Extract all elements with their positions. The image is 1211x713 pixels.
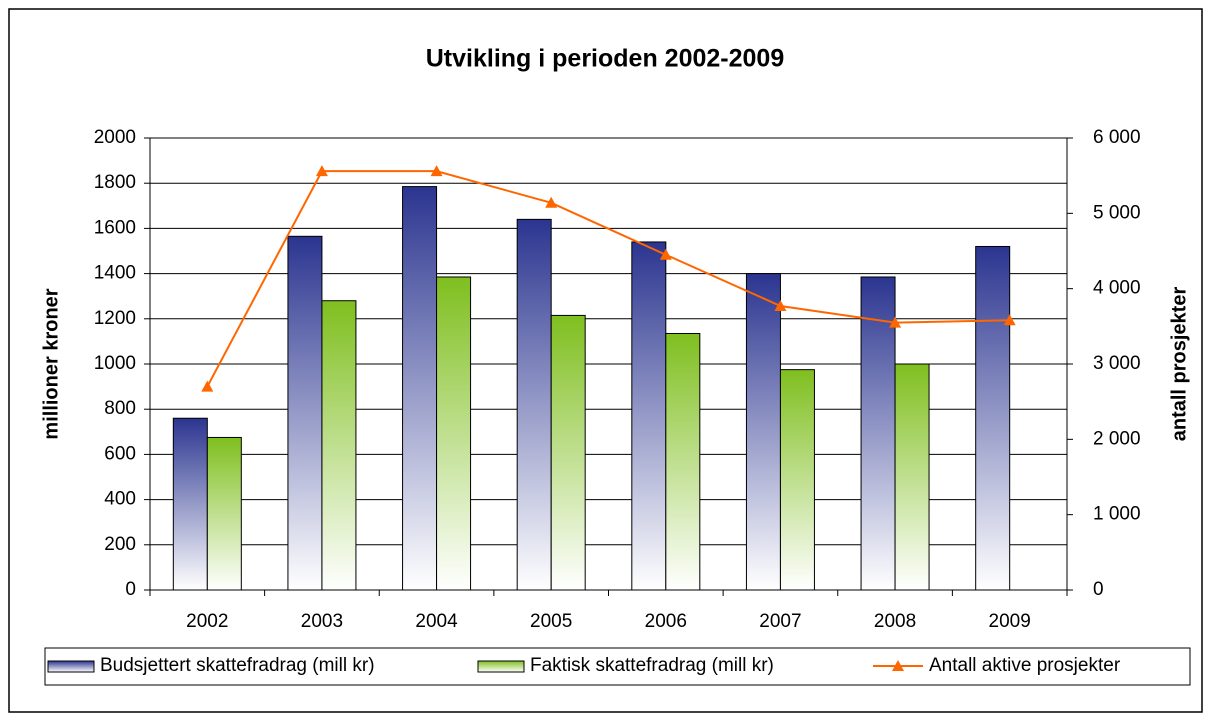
- legend-box: [44, 647, 1191, 686]
- y2-tick-label: 4 000: [1093, 278, 1141, 299]
- bar: [436, 276, 472, 591]
- bar: [631, 241, 667, 591]
- chart-title: Utvikling i perioden 2002-2009: [426, 45, 784, 73]
- bar: [779, 369, 815, 591]
- y2-axis-label: antall prosjekter: [1168, 287, 1190, 442]
- bar: [550, 314, 586, 591]
- y2-tick-label: 3 000: [1093, 353, 1141, 374]
- bar: [745, 273, 781, 591]
- line-marker: [889, 316, 902, 328]
- y2-tick-label: 5 000: [1093, 202, 1141, 223]
- legend-label: Budsjettert skattefradrag (mill kr): [100, 655, 375, 676]
- bar: [172, 417, 208, 591]
- y-tick-label: 1800: [94, 172, 136, 193]
- x-tick-label: 2006: [645, 611, 687, 632]
- legend-swatch: [477, 660, 525, 673]
- line-marker: [545, 196, 558, 208]
- bar: [894, 363, 930, 591]
- x-tick-label: 2008: [874, 611, 916, 632]
- bar: [516, 218, 552, 591]
- x-tick-label: 2004: [415, 611, 458, 632]
- chart-frame: [8, 8, 1203, 713]
- line-marker: [892, 660, 904, 671]
- y-tick-label: 1200: [94, 308, 136, 329]
- y-tick-label: 800: [104, 398, 136, 419]
- bar: [665, 332, 701, 591]
- y-tick-label: 1400: [94, 263, 136, 284]
- legend-swatch: [47, 660, 95, 673]
- x-tick-label: 2005: [530, 611, 572, 632]
- x-tick-label: 2002: [186, 611, 228, 632]
- bar: [975, 245, 1011, 591]
- line-marker: [201, 380, 214, 392]
- line-marker: [1003, 314, 1016, 326]
- y-tick-label: 1600: [94, 217, 136, 238]
- y-axis-label: millioner kroner: [40, 288, 62, 439]
- y2-tick-label: 1 000: [1093, 504, 1141, 525]
- y-tick-label: 1000: [94, 353, 136, 374]
- y-tick-label: 0: [125, 579, 136, 600]
- line-marker: [315, 165, 328, 177]
- x-tick-label: 2003: [301, 611, 343, 632]
- legend-label: Faktisk skattefradrag (mill kr): [530, 655, 774, 676]
- y-tick-label: 600: [104, 443, 136, 464]
- bar: [321, 300, 357, 591]
- line-marker: [430, 165, 443, 177]
- line: [206, 170, 1010, 388]
- line-marker: [774, 299, 787, 311]
- y-tick-label: 400: [104, 489, 136, 510]
- bar: [287, 235, 323, 591]
- legend-label: Antall aktive prosjekter: [929, 655, 1121, 676]
- y-tick-label: 2000: [94, 127, 136, 148]
- y2-tick-label: 0: [1093, 579, 1104, 600]
- bar: [402, 186, 438, 591]
- bar: [860, 276, 896, 591]
- line-marker: [659, 248, 672, 260]
- y-tick-label: 200: [104, 534, 136, 555]
- bar: [206, 436, 242, 591]
- x-tick-label: 2007: [759, 611, 801, 632]
- x-tick-label: 2009: [989, 611, 1031, 632]
- y2-tick-label: 6 000: [1093, 127, 1141, 148]
- y2-tick-label: 2 000: [1093, 428, 1141, 449]
